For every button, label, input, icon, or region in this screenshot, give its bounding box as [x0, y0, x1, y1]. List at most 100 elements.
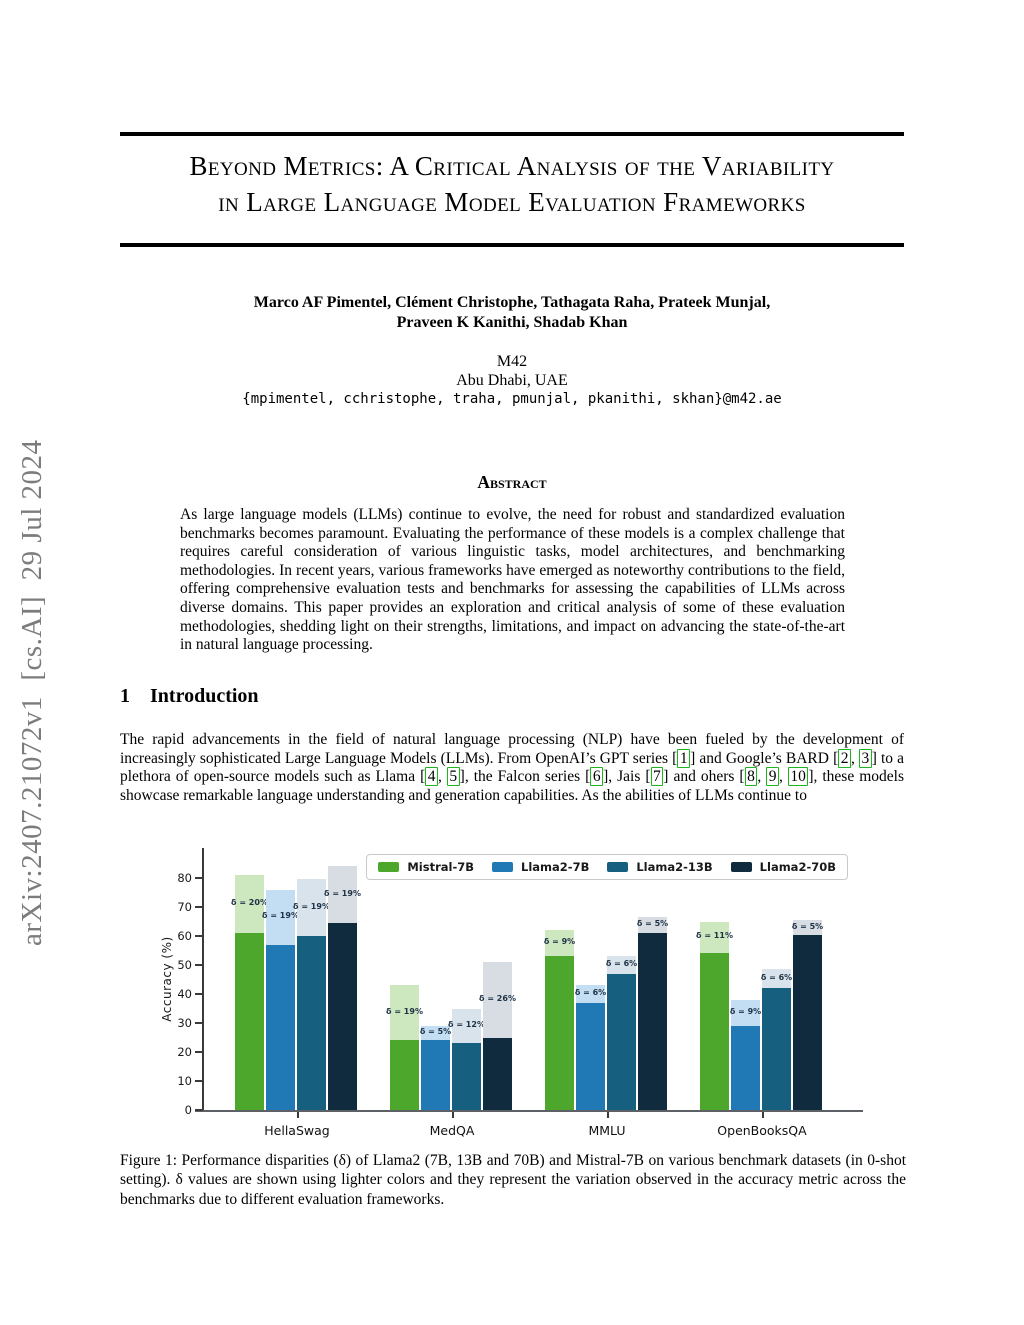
delta-label: δ = 19%	[386, 1006, 423, 1016]
chart-legend: Mistral-7B Llama2-7B Llama2-13B Llama2-70B	[366, 854, 848, 880]
citation-link[interactable]: 6	[590, 767, 604, 787]
bar-group-MedQA: δ = 19% δ = 5% δ = 12% δ = 26%	[386, 962, 516, 1110]
bar-Mistral-7B-MMLU	[545, 956, 574, 1110]
y-axis-label: Accuracy (%)	[160, 936, 174, 1022]
delta-label: δ = 19%	[293, 901, 330, 911]
bar-Llama2-13B-OpenBooksQA	[762, 988, 791, 1110]
y-axis-tick	[195, 1080, 203, 1082]
bar-Mistral-7B-HellaSwag	[235, 933, 264, 1110]
y-axis-tick-label: 60	[177, 929, 192, 943]
x-axis-tick	[607, 1112, 609, 1118]
delta-label: δ = 5%	[636, 919, 669, 929]
arxiv-watermark: arXiv:2407.21072v1 [cs.AI] 29 Jul 2024	[16, 439, 48, 946]
bar-group-OpenBooksQA: δ = 11% δ = 9% δ = 6% δ = 5%	[696, 920, 824, 1110]
legend-item-Llama2-70B: Llama2-70B	[730, 860, 836, 874]
x-axis-category-label: HellaSwag	[264, 1123, 330, 1138]
citation-link[interactable]: 10	[787, 767, 809, 787]
title-rule-top	[120, 132, 904, 136]
bar-max-Mistral-7B-HellaSwag: δ = 20%	[231, 875, 268, 1110]
citation-link[interactable]: 3	[858, 748, 872, 768]
bar-max-Llama2-70B-OpenBooksQA: δ = 5%	[792, 920, 823, 1110]
legend-label: Mistral-7B	[407, 860, 475, 874]
delta-label: δ = 6%	[574, 988, 607, 997]
citation-link[interactable]: 7	[650, 767, 664, 787]
bar-max-Llama2-13B-MMLU: δ = 6%	[606, 956, 637, 1110]
bar-Mistral-7B-MedQA	[390, 1040, 419, 1110]
bar-max-Mistral-7B-OpenBooksQA: δ = 11%	[696, 921, 733, 1110]
bar-max-Llama2-70B-MedQA: δ = 26%	[479, 962, 516, 1110]
section-number: 1	[120, 685, 130, 707]
bar-Mistral-7B-OpenBooksQA	[700, 953, 729, 1110]
x-axis-spine	[195, 1110, 863, 1112]
bar-Llama2-7B-MMLU	[576, 1002, 605, 1110]
affiliation-email: {mpimentel, cchristophe, traha, pmunjal,…	[242, 391, 782, 407]
y-axis-tick-label: 70	[177, 900, 192, 914]
bar-Llama2-7B-MedQA	[421, 1040, 450, 1110]
legend-label: Llama2-13B	[636, 860, 713, 874]
bar-max-Llama2-13B-MedQA: δ = 12%	[448, 1008, 485, 1110]
abstract-heading: Abstract	[477, 472, 547, 492]
bar-max-Llama2-7B-OpenBooksQA: δ = 9%	[730, 999, 761, 1110]
bar-Llama2-70B-MMLU	[638, 933, 667, 1110]
bar-max-Llama2-13B-OpenBooksQA: δ = 6%	[760, 969, 793, 1110]
bar-Llama2-70B-OpenBooksQA	[793, 934, 822, 1110]
bar-Llama2-70B-MedQA	[483, 1037, 512, 1110]
bar-max-Llama2-70B-HellaSwag: δ = 19%	[324, 866, 361, 1110]
legend-item-Llama2-7B: Llama2-7B	[492, 860, 589, 874]
authors: Marco AF Pimentel, Clément Christophe, T…	[120, 293, 904, 333]
title-rule-bottom	[120, 243, 904, 247]
y-axis-tick	[195, 1051, 203, 1053]
bar-max-Llama2-7B-MedQA: δ = 5%	[420, 1025, 451, 1110]
delta-label: δ = 19%	[324, 888, 361, 898]
bar-max-Mistral-7B-MMLU: δ = 9%	[544, 930, 575, 1110]
x-axis-tick	[452, 1112, 454, 1118]
citation-link[interactable]: 8	[744, 767, 758, 787]
figure-caption: Figure 1: Performance disparities (δ) of…	[120, 1152, 906, 1208]
bar-max-Llama2-13B-HellaSwag: δ = 19%	[293, 879, 330, 1110]
affiliation-location: Abu Dhabi, UAE	[456, 372, 568, 389]
y-axis-tick-label: 10	[177, 1074, 192, 1088]
bar-Llama2-13B-MedQA	[452, 1043, 481, 1110]
delta-label: δ = 20%	[231, 898, 268, 908]
abstract-text: As large language models (LLMs) continue…	[180, 506, 845, 654]
bar-group-MMLU: δ = 9% δ = 6% δ = 6% δ = 5%	[544, 917, 669, 1110]
y-axis-tick	[195, 1022, 203, 1024]
y-axis-spine	[202, 848, 204, 1111]
legend-swatch	[378, 862, 400, 872]
y-axis-tick-label: 0	[184, 1103, 192, 1117]
y-axis-tick-label: 20	[177, 1045, 192, 1059]
legend-item-Llama2-13B: Llama2-13B	[607, 860, 713, 874]
y-axis-tick	[195, 935, 203, 937]
legend-label: Llama2-70B	[759, 860, 836, 874]
citation-link[interactable]: 1	[677, 748, 691, 768]
paper-title-line2: in Large Language Model Evaluation Frame…	[218, 187, 806, 217]
y-axis-tick	[195, 1109, 203, 1111]
x-axis-category-label: OpenBooksQA	[717, 1123, 807, 1138]
figure-1-bar-chart: Accuracy (%) Mistral-7B Llama2-7B Llama2-1…	[160, 848, 863, 1138]
bar-Llama2-13B-HellaSwag	[297, 936, 326, 1110]
section-heading: 1 Introduction	[120, 685, 259, 708]
legend-swatch	[730, 862, 752, 872]
legend-swatch	[607, 862, 629, 872]
delta-label: δ = 19%	[262, 911, 299, 921]
x-axis-category-label: MMLU	[588, 1123, 626, 1138]
bar-Llama2-70B-HellaSwag	[328, 922, 357, 1110]
citation-link[interactable]: 4	[425, 767, 439, 787]
paper-title: Beyond Metrics: A Critical Analysis of t…	[110, 148, 914, 220]
bar-max-Llama2-7B-HellaSwag: δ = 19%	[262, 889, 299, 1110]
x-axis-tick	[297, 1112, 299, 1118]
delta-label: δ = 11%	[696, 931, 733, 941]
y-axis-tick-label: 30	[177, 1016, 192, 1030]
y-axis-tick-label: 40	[177, 987, 192, 1001]
y-axis-tick	[195, 993, 203, 995]
citation-link[interactable]: 2	[838, 748, 851, 768]
bar-max-Llama2-70B-MMLU: δ = 5%	[636, 917, 669, 1110]
bar-Llama2-7B-HellaSwag	[266, 944, 295, 1110]
introduction-paragraph: The rapid advancements in the field of n…	[120, 731, 904, 804]
citation-link[interactable]: 5	[446, 767, 460, 787]
delta-label: δ = 6%	[760, 972, 793, 982]
section-title: Introduction	[150, 685, 259, 707]
citation-link[interactable]: 9	[766, 767, 779, 787]
x-axis-category-label: MedQA	[429, 1123, 475, 1138]
